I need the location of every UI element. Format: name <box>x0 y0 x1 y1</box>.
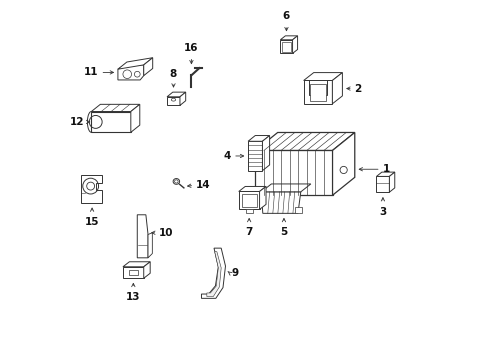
Polygon shape <box>81 175 102 203</box>
Text: 13: 13 <box>126 292 140 302</box>
Polygon shape <box>129 270 137 275</box>
Polygon shape <box>238 192 259 210</box>
Polygon shape <box>247 135 269 141</box>
Text: 4: 4 <box>224 151 231 161</box>
Polygon shape <box>247 141 262 171</box>
Polygon shape <box>143 262 150 278</box>
Text: 9: 9 <box>231 268 239 278</box>
Polygon shape <box>280 36 297 40</box>
Polygon shape <box>137 215 148 258</box>
Polygon shape <box>148 233 152 258</box>
Polygon shape <box>261 192 300 213</box>
Polygon shape <box>118 65 143 80</box>
Text: 5: 5 <box>280 227 287 237</box>
Polygon shape <box>303 81 332 104</box>
Polygon shape <box>376 176 388 192</box>
Text: 16: 16 <box>184 43 198 53</box>
Polygon shape <box>143 58 152 76</box>
Polygon shape <box>167 92 185 97</box>
Text: 6: 6 <box>282 12 289 22</box>
Text: 1: 1 <box>382 164 389 174</box>
Polygon shape <box>388 172 394 192</box>
Polygon shape <box>303 73 342 81</box>
Polygon shape <box>332 73 342 104</box>
Polygon shape <box>238 186 265 192</box>
Text: 14: 14 <box>196 180 210 190</box>
Polygon shape <box>376 172 394 176</box>
Polygon shape <box>292 36 297 53</box>
Polygon shape <box>282 41 290 51</box>
Polygon shape <box>255 132 354 150</box>
Polygon shape <box>309 84 325 101</box>
Text: 12: 12 <box>70 117 84 127</box>
Polygon shape <box>241 194 256 207</box>
Text: 3: 3 <box>379 207 386 216</box>
Polygon shape <box>280 40 292 53</box>
Polygon shape <box>122 262 150 267</box>
Polygon shape <box>255 150 332 195</box>
Text: 7: 7 <box>245 226 252 237</box>
Polygon shape <box>91 112 131 132</box>
Polygon shape <box>259 186 265 210</box>
Polygon shape <box>206 252 221 297</box>
Polygon shape <box>131 104 140 132</box>
Text: 10: 10 <box>159 228 173 238</box>
Polygon shape <box>261 184 310 192</box>
Text: 11: 11 <box>84 67 99 77</box>
Text: 2: 2 <box>354 84 361 94</box>
Text: 8: 8 <box>169 68 177 78</box>
Polygon shape <box>332 132 354 195</box>
Polygon shape <box>91 104 140 112</box>
Polygon shape <box>167 97 180 105</box>
Text: 15: 15 <box>84 217 99 226</box>
Polygon shape <box>245 210 252 213</box>
Polygon shape <box>122 267 143 278</box>
Polygon shape <box>262 135 269 171</box>
Polygon shape <box>294 207 301 213</box>
Polygon shape <box>180 92 185 105</box>
Polygon shape <box>118 58 152 69</box>
Polygon shape <box>201 248 225 298</box>
